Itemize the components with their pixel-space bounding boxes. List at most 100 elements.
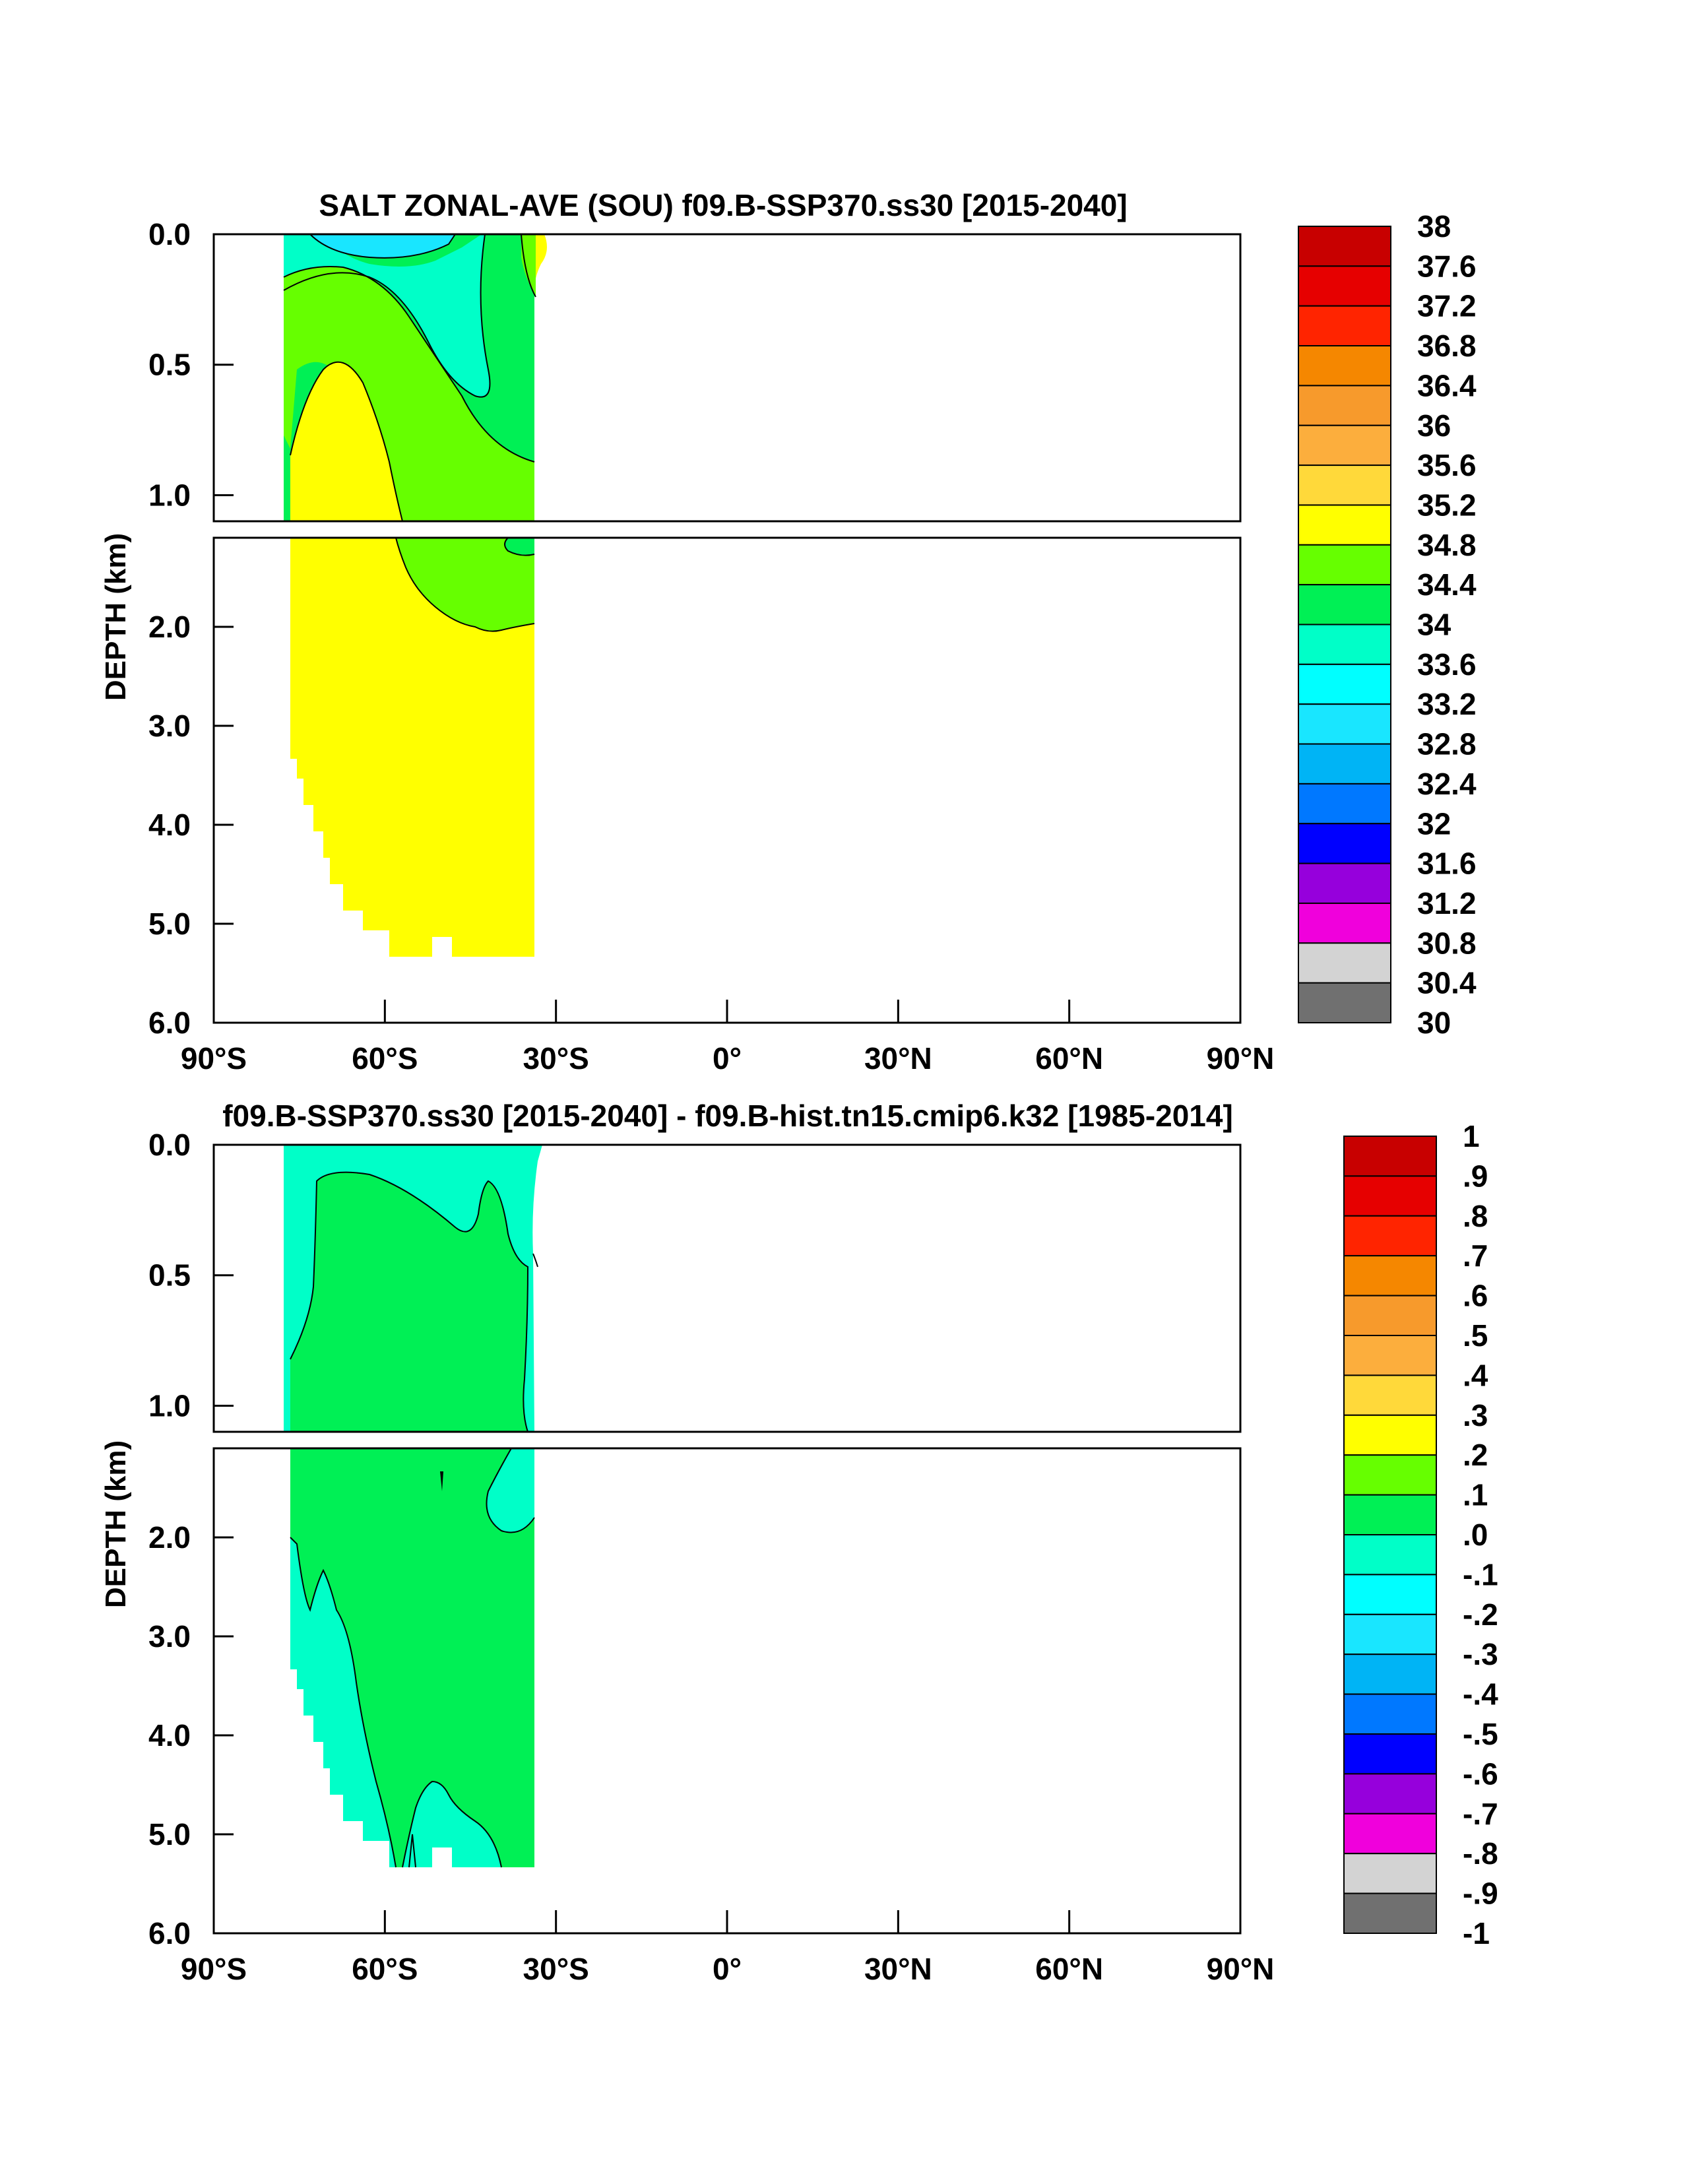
colorbar: 1 .9 .8 .7 .6 .5 .4 .3 .2 .1 .0 -.1 -.2 -.3 -.4 -.5 -.6 -… xyxy=(1343,1119,1498,1950)
salt-panel: SALT ZONAL-AVE (SOU) f09.B-SSP370.ss30 [… xyxy=(100,188,1477,1076)
colorbar-label: 36.8 xyxy=(1417,329,1477,363)
colorbar-label: 34.8 xyxy=(1417,528,1477,562)
axes: 90°S 60°S 30°S 0° 30°N 60°N 90°N 0.0 0.5 1.0 2.0 3.… xyxy=(148,1128,1274,1986)
colorbar-swatch xyxy=(1298,385,1391,426)
colorbar-swatch xyxy=(1298,584,1391,626)
y-tick-label: 6.0 xyxy=(148,1916,191,1950)
region-lower-0-0.1 xyxy=(290,1448,534,1867)
y-tick-label: 6.0 xyxy=(148,1006,191,1040)
colorbar-swatch xyxy=(1298,305,1391,347)
colorbar-swatch xyxy=(1298,226,1391,267)
x-tick-label: 30°N xyxy=(864,1952,932,1986)
colorbar-label: -.9 xyxy=(1463,1877,1498,1911)
colorbar-swatch xyxy=(1343,1613,1437,1655)
colorbar-label: .1 xyxy=(1463,1478,1488,1512)
y-tick-label: 0.5 xyxy=(148,1258,191,1293)
y-tick-label: 3.0 xyxy=(148,1619,191,1654)
colorbar-swatch xyxy=(1343,1733,1437,1775)
colorbar-swatch xyxy=(1343,1813,1437,1855)
x-tick-label: 90°S xyxy=(181,1041,247,1076)
y-tick-label: 5.0 xyxy=(148,1817,191,1851)
colorbar-swatch xyxy=(1298,703,1391,745)
colorbar-swatch xyxy=(1343,1255,1437,1297)
colorbar-label: 1 xyxy=(1463,1119,1480,1153)
y-tick-label: 4.0 xyxy=(148,1718,191,1752)
colorbar-label: .5 xyxy=(1463,1318,1488,1353)
lower-field xyxy=(290,1448,535,1868)
colorbar-label: 37.6 xyxy=(1417,249,1477,283)
colorbar-label: 31.6 xyxy=(1417,847,1477,881)
x-tick-label: 30°N xyxy=(864,1041,932,1076)
axes: 90°S 60°S 30°S 0° 30°N 60°N 90°N 0.0 0.5 1.0 2.0 3.… xyxy=(148,217,1274,1076)
y-tick-label: 1.0 xyxy=(148,478,191,512)
colorbar-label: 32 xyxy=(1417,806,1451,841)
colorbar-swatch xyxy=(1298,345,1391,387)
colorbar-swatch xyxy=(1343,1853,1437,1894)
chart-title: SALT ZONAL-AVE (SOU) f09.B-SSP370.ss30 [… xyxy=(319,188,1127,222)
colorbar-swatch xyxy=(1298,982,1391,1024)
colorbar-label: 31.2 xyxy=(1417,886,1477,920)
colorbar-label: -.1 xyxy=(1463,1557,1498,1591)
colorbar-label: 30.8 xyxy=(1417,926,1477,960)
colorbar-swatch xyxy=(1343,1494,1437,1536)
colorbar-swatch xyxy=(1298,862,1391,904)
x-tick-label: 90°N xyxy=(1207,1041,1275,1076)
colorbar-swatch xyxy=(1343,1335,1437,1376)
colorbar-label: .2 xyxy=(1463,1438,1488,1472)
colorbar-swatch xyxy=(1343,1374,1437,1416)
colorbar-label: 37.2 xyxy=(1417,289,1477,323)
chart-title: f09.B-SSP370.ss30 [2015-2040] - f09.B-hi… xyxy=(222,1099,1233,1133)
upper-axes-box xyxy=(212,1143,1242,1433)
colorbar-label: 34.4 xyxy=(1417,567,1477,602)
colorbar-swatch xyxy=(1298,743,1391,785)
colorbar-label: .8 xyxy=(1463,1199,1488,1233)
colorbar-label: 34 xyxy=(1417,608,1451,642)
y-tick-label: 3.0 xyxy=(148,709,191,743)
colorbar-label: 36 xyxy=(1417,408,1451,443)
colorbar-swatch xyxy=(1298,942,1391,984)
region-33.6-34 xyxy=(284,234,490,397)
x-tick-label: 0° xyxy=(713,1041,742,1076)
colorbar-label: 32.8 xyxy=(1417,727,1477,761)
lower-field xyxy=(290,537,535,957)
colorbar-label: -.8 xyxy=(1463,1836,1498,1871)
colorbar-swatch xyxy=(1298,823,1391,864)
colorbar-swatch xyxy=(1298,624,1391,665)
colorbar-label: 35.6 xyxy=(1417,448,1477,482)
colorbar-label: -1 xyxy=(1463,1916,1490,1950)
region-lower-34.8-35.2 xyxy=(290,538,534,957)
colorbar-swatch xyxy=(1343,1574,1437,1615)
y-tick-label: 2.0 xyxy=(148,610,191,644)
colorbar-swatch xyxy=(1298,544,1391,586)
y-tick-label: 5.0 xyxy=(148,907,191,941)
x-tick-label: 30°S xyxy=(523,1952,589,1986)
y-tick-label: 0.0 xyxy=(148,217,191,251)
colorbar-swatch xyxy=(1343,1534,1437,1576)
colorbar-swatch xyxy=(1343,1136,1437,1177)
x-tick-label: 60°S xyxy=(352,1041,418,1076)
difference-panel: f09.B-SSP370.ss30 [2015-2040] - f09.B-hi… xyxy=(100,1099,1498,1986)
colorbar-label: -.3 xyxy=(1463,1637,1498,1671)
y-tick-label: 1.0 xyxy=(148,1388,191,1423)
colorbar-swatch xyxy=(1343,1892,1437,1935)
colorbar-label: 33.2 xyxy=(1417,687,1477,721)
y-tick-label: 2.0 xyxy=(148,1520,191,1555)
colorbar-swatch xyxy=(1343,1654,1437,1695)
colorbar-label: -.4 xyxy=(1463,1677,1498,1712)
colorbar-label: .7 xyxy=(1463,1238,1488,1273)
colorbar-swatch xyxy=(1343,1454,1437,1496)
y-axis-label: DEPTH (km) xyxy=(100,1440,132,1608)
colorbar-swatch xyxy=(1298,265,1391,307)
colorbar-label: -.6 xyxy=(1463,1756,1498,1791)
colorbar-swatch xyxy=(1298,663,1391,705)
y-tick-label: 0.0 xyxy=(148,1128,191,1162)
colorbar-label: 33.6 xyxy=(1417,647,1477,682)
colorbar-swatch xyxy=(1298,504,1391,546)
colorbar-swatch xyxy=(1298,424,1391,466)
colorbar-label: .4 xyxy=(1463,1358,1488,1392)
region-0-0.1 xyxy=(290,1172,528,1432)
colorbar-swatch xyxy=(1343,1414,1437,1456)
colorbar-label: -.7 xyxy=(1463,1797,1498,1831)
x-tick-label: 30°S xyxy=(523,1041,589,1076)
